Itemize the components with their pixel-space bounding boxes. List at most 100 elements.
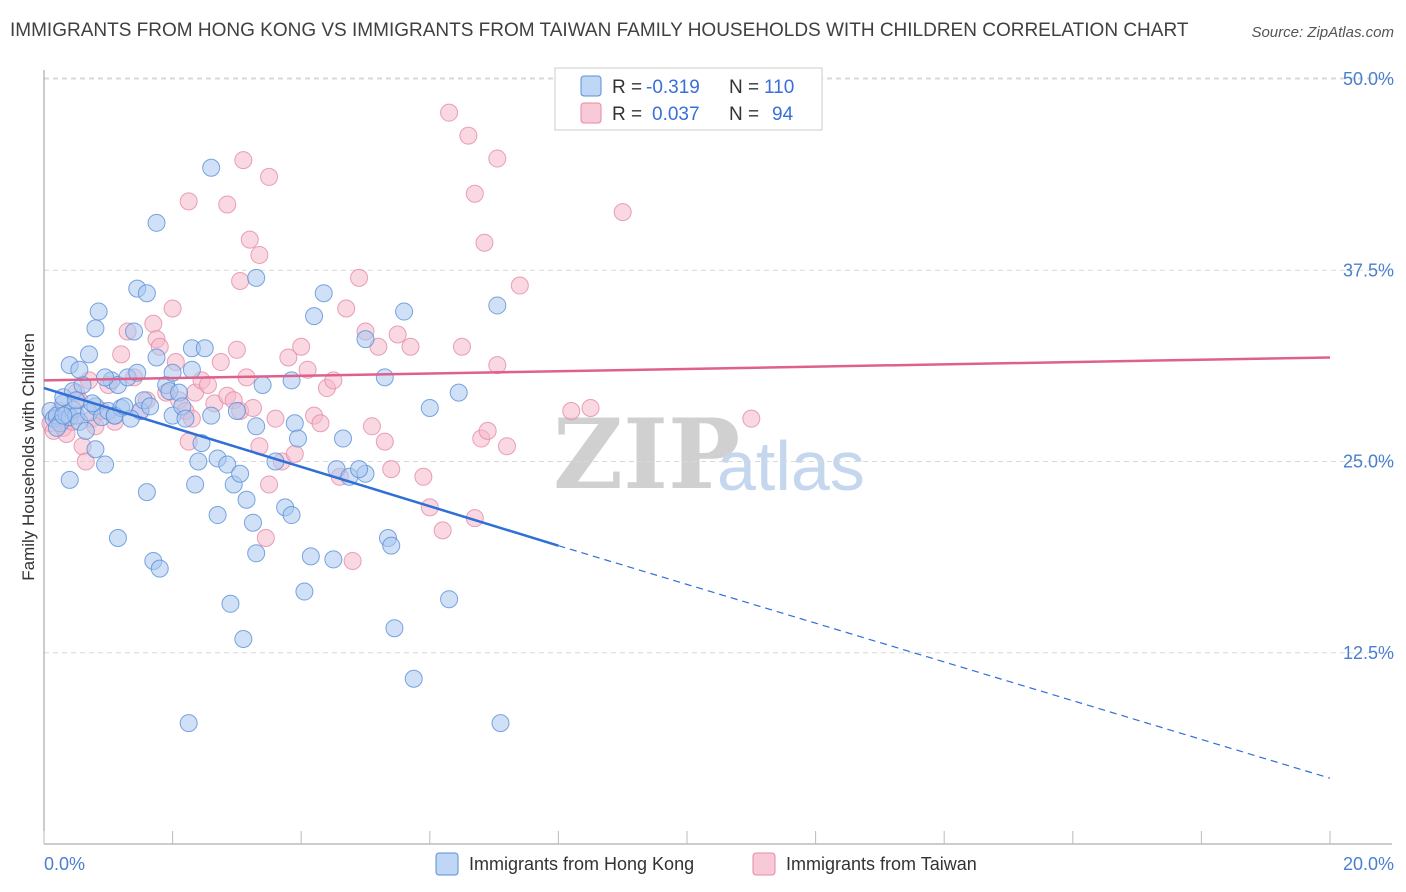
tw-point-81 bbox=[240, 230, 259, 249]
tw-point-40 bbox=[227, 340, 246, 359]
hk-legend-swatch bbox=[580, 75, 602, 97]
tw-point-58 bbox=[337, 299, 356, 318]
hk-point-32 bbox=[137, 284, 156, 303]
tw-point-51 bbox=[292, 337, 311, 356]
hk-point-23 bbox=[86, 319, 105, 338]
hk-r-value: -0.319 bbox=[646, 77, 700, 98]
hk-point-41 bbox=[86, 440, 105, 459]
watermark-atlas: atlas bbox=[717, 427, 865, 505]
y-tick-labels: 12.5% 25.0% 37.5% 50.0% bbox=[1343, 69, 1394, 663]
hk-point-44 bbox=[137, 483, 156, 502]
tw-point-59 bbox=[343, 551, 362, 570]
hk-point-69 bbox=[324, 550, 343, 569]
tw-point-88 bbox=[459, 126, 478, 145]
trend-lines bbox=[43, 356, 1331, 779]
hk-point-59 bbox=[234, 629, 253, 648]
x-ticks bbox=[43, 831, 1331, 844]
hk-point-88 bbox=[202, 158, 221, 177]
hk-point-109 bbox=[141, 397, 160, 416]
tw-series-swatch bbox=[752, 852, 776, 876]
tw-point-70 bbox=[433, 521, 452, 540]
tw-point-52 bbox=[298, 360, 317, 379]
hk-point-46 bbox=[150, 559, 169, 578]
tw-point-18 bbox=[112, 345, 131, 364]
chart-title: IMMIGRANTS FROM HONG KONG VS IMMIGRANTS … bbox=[10, 20, 1189, 41]
hk-point-30 bbox=[125, 322, 144, 341]
tw-r-label: R = bbox=[612, 104, 642, 125]
hk-point-49 bbox=[186, 475, 205, 494]
hk-point-22 bbox=[80, 345, 99, 364]
hk-point-66 bbox=[301, 547, 320, 566]
stats-legend: R = -0.319 N = 110 R = 0.037 N = 94 bbox=[554, 67, 823, 131]
y-tick-label-1: 25.0% bbox=[1343, 452, 1394, 472]
tw-point-62 bbox=[362, 417, 381, 436]
hk-point-82 bbox=[420, 398, 439, 417]
tw-point-65 bbox=[382, 460, 401, 479]
y-tick-label-3: 50.0% bbox=[1343, 69, 1394, 89]
hk-point-28 bbox=[128, 363, 147, 382]
hk-point-80 bbox=[395, 302, 414, 321]
hk-point-42 bbox=[96, 455, 115, 474]
hong-kong-points bbox=[41, 158, 510, 733]
hk-point-84 bbox=[449, 383, 468, 402]
hk-point-68 bbox=[314, 284, 333, 303]
hk-point-21 bbox=[70, 360, 89, 379]
hk-point-106 bbox=[176, 409, 195, 428]
hk-point-81 bbox=[404, 669, 423, 688]
hk-point-67 bbox=[305, 307, 324, 326]
tw-point-82 bbox=[250, 245, 269, 264]
hk-r-label: R = bbox=[612, 77, 642, 98]
hk-series-label: Immigrants from Hong Kong bbox=[469, 854, 694, 874]
hk-trend-line bbox=[43, 386, 559, 547]
hk-point-107 bbox=[195, 339, 214, 358]
hk-point-79 bbox=[385, 619, 404, 638]
hk-point-87 bbox=[179, 714, 198, 733]
hk-point-48 bbox=[208, 506, 227, 525]
hk-point-100 bbox=[54, 406, 73, 425]
watermark-zip: ZIP bbox=[553, 398, 740, 511]
tw-point-67 bbox=[401, 337, 420, 356]
tw-n-value: 94 bbox=[772, 104, 794, 125]
tw-point-85 bbox=[440, 103, 459, 122]
hk-point-63 bbox=[285, 414, 304, 433]
hk-point-93 bbox=[202, 406, 221, 425]
tw-point-91 bbox=[581, 398, 600, 417]
hk-point-55 bbox=[243, 513, 262, 532]
tw-point-93 bbox=[742, 409, 761, 428]
tw-point-60 bbox=[350, 268, 369, 287]
hk-point-40 bbox=[60, 470, 79, 489]
tw-point-66 bbox=[388, 325, 407, 344]
hk-point-76 bbox=[375, 368, 394, 387]
source-label: Source: ZipAtlas.com bbox=[1251, 24, 1394, 41]
y-tick-label-2: 37.5% bbox=[1343, 260, 1394, 280]
tw-point-64 bbox=[375, 432, 394, 451]
tw-point-89 bbox=[488, 149, 507, 168]
hk-point-90 bbox=[221, 594, 240, 613]
hk-point-89 bbox=[147, 213, 166, 232]
tw-point-49 bbox=[279, 348, 298, 367]
tw-point-68 bbox=[414, 467, 433, 486]
hk-point-65 bbox=[295, 582, 314, 601]
hk-point-43 bbox=[108, 529, 127, 547]
tw-point-11 bbox=[76, 452, 95, 471]
hk-n-label: N = bbox=[729, 77, 759, 98]
x-tick-label-max: 20.0% bbox=[1343, 854, 1394, 874]
tw-point-87 bbox=[475, 233, 494, 252]
tw-point-78 bbox=[179, 192, 198, 211]
hk-point-86 bbox=[491, 714, 510, 733]
hk-point-24 bbox=[89, 302, 108, 321]
x-tick-label-min: 0.0% bbox=[44, 854, 85, 874]
hk-point-47 bbox=[189, 452, 208, 471]
tw-point-43 bbox=[243, 398, 262, 417]
tw-point-54 bbox=[311, 414, 330, 433]
tw-point-84 bbox=[260, 167, 279, 186]
tw-point-27 bbox=[163, 299, 182, 318]
hk-point-64 bbox=[288, 429, 307, 448]
hk-point-99 bbox=[282, 371, 301, 390]
y-axis-label: Family Households with Children bbox=[19, 333, 38, 581]
hk-series-swatch bbox=[435, 852, 459, 876]
tw-series-label: Immigrants from Taiwan bbox=[786, 854, 977, 874]
tw-n-label: N = bbox=[729, 104, 759, 125]
tw-r-value: 0.037 bbox=[652, 104, 700, 125]
tw-point-35 bbox=[198, 376, 217, 394]
